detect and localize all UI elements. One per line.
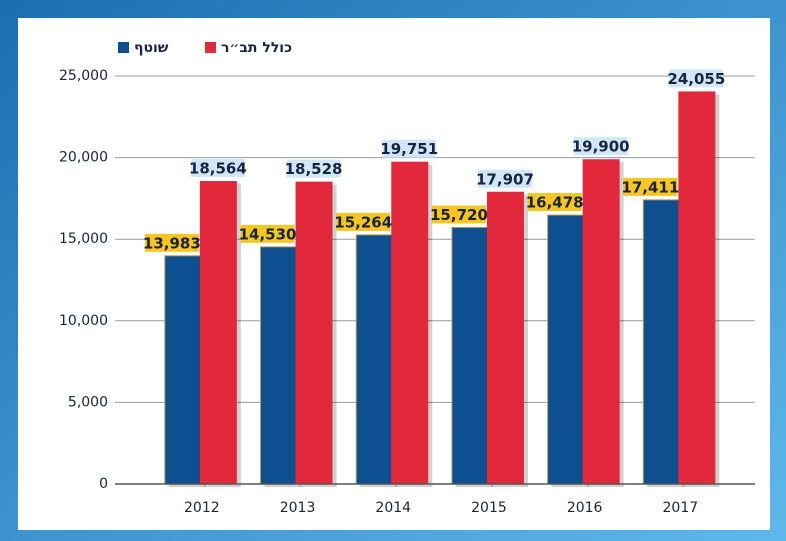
value-label-bg [382,139,437,158]
value-label: 16,478 [526,194,584,212]
x-tick-label: 2017 [663,500,699,516]
value-label-bg [144,233,199,252]
value-label-bg [286,159,341,178]
bar [295,181,333,484]
value-label-bg [573,137,628,156]
x-tick-label: 2014 [375,500,411,516]
bar [260,246,299,485]
value-label-bg [190,159,245,178]
value-label-bg [431,205,486,224]
value-label-bg [669,69,724,88]
value-label: 17,411 [621,178,679,196]
bar [355,234,394,485]
bar [451,226,490,485]
legend-label: שוטף [134,40,169,56]
bar [199,181,237,484]
y-tick-label: 15,000 [59,231,108,247]
value-label: 15,720 [430,206,488,224]
value-label: 18,528 [285,160,343,178]
bar [391,161,429,484]
y-tick-label: 25,000 [59,68,108,84]
y-tick-label: 0 [99,476,108,492]
value-label: 19,751 [380,140,438,158]
bar [547,214,586,485]
y-tick-label: 10,000 [59,313,108,329]
value-label: 18,564 [189,160,247,178]
legend-swatch [118,42,129,53]
value-label-bg [623,177,678,196]
bar [642,199,681,485]
legend-label: כולל תב״ר [221,40,292,56]
x-tick-label: 2016 [567,500,603,516]
value-label: 24,055 [667,70,725,88]
value-label-bg [527,193,582,212]
x-tick-label: 2013 [280,500,316,516]
y-tick-label: 20,000 [59,150,108,166]
value-label: 17,907 [476,170,534,188]
bar [678,91,716,485]
bar [164,255,203,485]
legend-swatch [205,42,216,53]
value-label: 15,264 [334,213,392,231]
value-label-bg [336,212,391,231]
value-label-bg [240,224,295,243]
bar [486,191,524,485]
value-label: 13,983 [143,234,201,252]
x-tick-label: 2012 [184,500,220,516]
x-tick-label: 2015 [471,500,507,516]
y-tick-label: 5,000 [68,394,108,410]
value-label-bg [477,169,532,188]
bar [582,159,620,484]
value-label: 19,900 [572,138,630,156]
value-label: 14,530 [239,225,297,243]
